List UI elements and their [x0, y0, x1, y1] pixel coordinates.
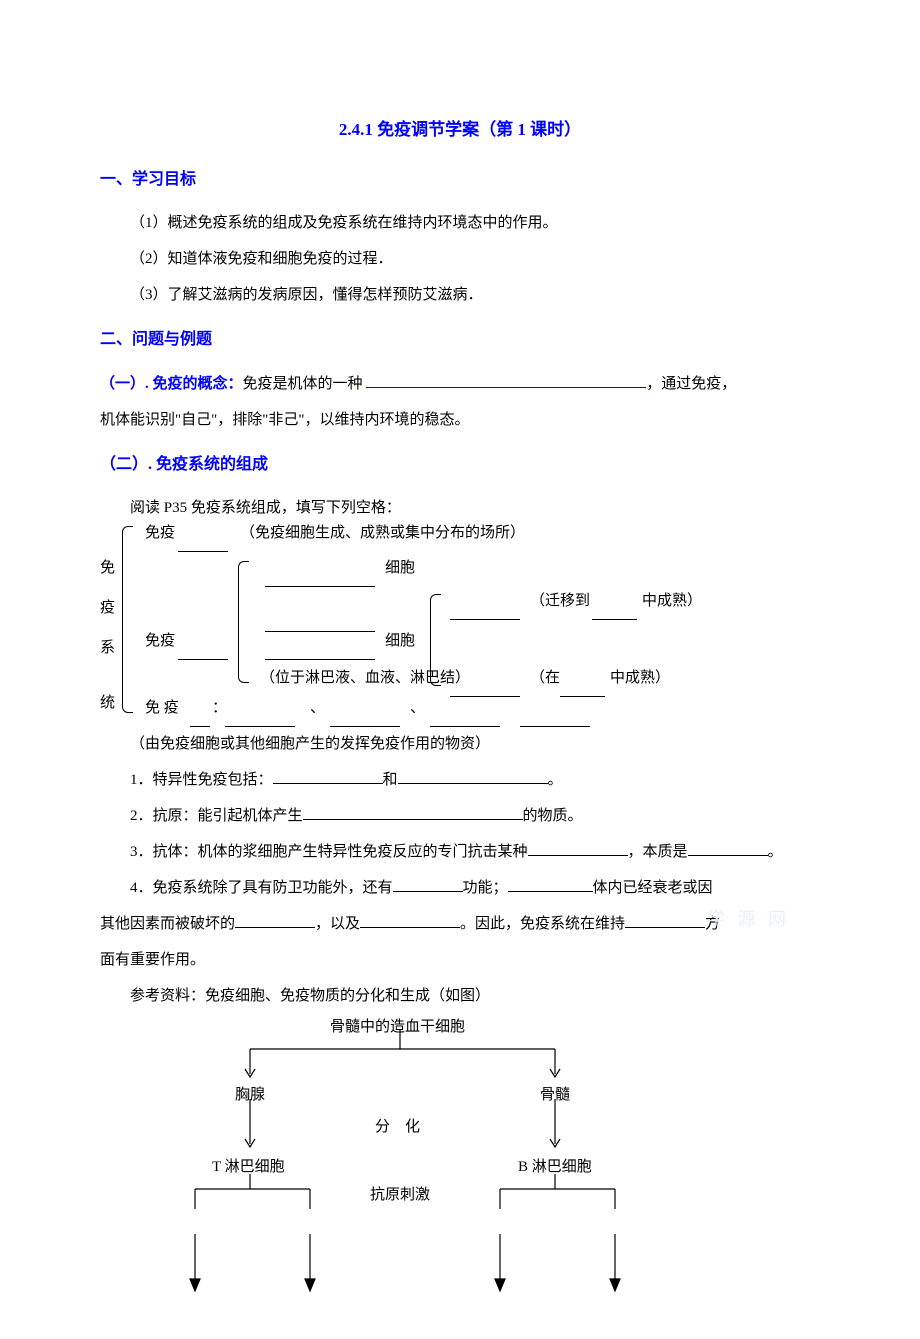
node-t-cell: T 淋巴细胞: [212, 1149, 285, 1185]
cell-kind-2-blank-top[interactable]: [265, 616, 375, 632]
q3-blank-1[interactable]: [528, 840, 628, 856]
row2-blank[interactable]: [178, 644, 228, 660]
lesson-title: 2.4.1 免疫调节学案（第 1 课时）: [100, 110, 820, 151]
q4-f: 。因此，免疫系统在维持: [460, 916, 625, 932]
brace-main: [122, 526, 133, 713]
q4-blank-1[interactable]: [393, 876, 463, 892]
row3-blank-3[interactable]: [430, 711, 500, 727]
row3-blank-4[interactable]: [520, 711, 590, 727]
lymph-blank-2b[interactable]: [560, 681, 605, 697]
label-antigen-stim: 抗原刺激: [370, 1177, 430, 1213]
goal-2: （2）知道体液免疫和细胞免疫的过程．: [100, 241, 820, 277]
q1: 1．特异性免疫包括： 和 。: [100, 762, 820, 798]
sub1-title: （一）. 免疫的概念：: [100, 376, 243, 392]
sub1-text-a: 免疫是机体的一种: [243, 376, 367, 392]
watermark: 学 源 网: [707, 898, 790, 941]
composition-tree: 免 疫 系 统 免疫 （免疫细胞生成、成熟或集中分布的场所） 免疫 细胞 细胞 …: [100, 526, 820, 726]
row3-blank-1[interactable]: [225, 711, 295, 727]
goal-1: （1）概述免疫系统的组成及免疫系统在维持内环境态中的作用。: [100, 205, 820, 241]
blank-1[interactable]: [366, 372, 646, 388]
node-stem-cell: 骨髓中的造血干细胞: [330, 1009, 465, 1045]
brace-lymph: [430, 594, 441, 686]
cell-kind-2-blank[interactable]: [265, 644, 375, 660]
root-char-3: 系: [100, 641, 115, 656]
lymph-note-2b: 中成熟）: [610, 671, 670, 686]
q4-c: 体内已经衰老或因: [593, 880, 713, 896]
node-b-cell: B 淋巴细胞: [518, 1149, 592, 1185]
diagram-svg: [100, 1019, 820, 1339]
goal-3: （3）了解艾滋病的发病原因，懂得怎样预防艾滋病．: [100, 277, 820, 313]
q3-c: 。: [768, 844, 783, 860]
lymph-blank-2[interactable]: [450, 681, 520, 697]
cell-label-2: 细胞: [385, 634, 415, 649]
q2: 2．抗原：能引起机体产生 的物质。: [100, 798, 820, 834]
brace-cells: [238, 561, 249, 683]
q4-a: 4．免疫系统除了具有防卫功能外，还有: [130, 880, 393, 896]
q2-a: 2．抗原：能引起机体产生: [130, 808, 303, 824]
lymph-note-2a: （在: [530, 671, 560, 686]
q3-a: 3．抗体：机体的浆细胞产生特异性免疫反应的专门抗击某种: [130, 844, 528, 860]
q2-b: 的物质。: [523, 808, 583, 824]
row1-label: 免疫: [145, 526, 175, 541]
row3-sep-2: 、: [410, 701, 425, 716]
row3-note: （由免疫细胞或其他细胞产生的发挥免疫作用的物资）: [100, 726, 820, 762]
row1-blank[interactable]: [178, 536, 228, 552]
row1-note: （免疫细胞生成、成熟或集中分布的场所）: [240, 526, 525, 541]
q2-blank[interactable]: [303, 804, 523, 820]
q4-blank-2[interactable]: [508, 876, 593, 892]
q1-blank-2[interactable]: [398, 768, 548, 784]
root-char-1: 免: [100, 561, 115, 576]
worksheet-page: 2.4.1 免疫调节学案（第 1 课时） 一、学习目标 （1）概述免疫系统的组成…: [0, 0, 920, 1339]
lymph-blank-1b[interactable]: [592, 604, 637, 620]
label-differentiate: 分 化: [375, 1109, 420, 1145]
q4-e: ，以及: [315, 916, 360, 932]
q4-line2: 其他因素而被破坏的，以及。因此，免疫系统在维持方 学 源 网: [100, 906, 820, 942]
sub2-title: （二）. 免疫系统的组成: [100, 446, 820, 484]
q3-blank-2[interactable]: [688, 840, 768, 856]
q1-b: 和: [383, 772, 398, 788]
q4-blank-3[interactable]: [235, 912, 315, 928]
concept-line-2: 机体能识别"自己"，排除"非己"，以维持内环境的稳态。: [100, 402, 820, 438]
node-thymus: 胸腺: [235, 1077, 265, 1113]
sub1-text-b: ，通过免疫，: [646, 376, 736, 392]
lymph-note-1a: （迁移到: [530, 594, 590, 609]
q1-blank-1[interactable]: [273, 768, 383, 784]
q4-b: 功能；: [463, 880, 508, 896]
q4-blank-4[interactable]: [360, 912, 460, 928]
cell-label-1: 细胞: [385, 561, 415, 576]
section-goals-heading: 一、学习目标: [100, 161, 820, 199]
root-char-2: 疫: [100, 601, 115, 616]
cell-kind-1-blank[interactable]: [265, 571, 375, 587]
row3-blank-0[interactable]: [190, 711, 210, 727]
differentiation-diagram: 骨髓中的造血干细胞 胸腺 骨髓 分 化 T 淋巴细胞 B 淋巴细胞 抗原刺激: [100, 1019, 820, 1339]
lymph-note-1b: 中成熟）: [642, 594, 702, 609]
q3: 3．抗体：机体的浆细胞产生特异性免疫反应的专门抗击某种 ，本质是 。: [100, 834, 820, 870]
read-instruction: 阅读 P35 免疫系统组成，填写下列空格：: [100, 490, 820, 526]
row3-label: 免 疫: [145, 701, 179, 716]
root-char-4: 统: [100, 696, 115, 711]
concept-line-1: （一）. 免疫的概念：免疫是机体的一种 ，通过免疫，: [100, 366, 820, 402]
node-marrow: 骨髓: [540, 1077, 570, 1113]
q4-blank-5[interactable]: [625, 912, 705, 928]
row3-sep-1: 、: [310, 701, 325, 716]
section-questions-heading: 二、问题与例题: [100, 321, 820, 359]
row3-blank-2[interactable]: [330, 711, 400, 727]
q1-a: 1．特异性免疫包括：: [130, 772, 273, 788]
q3-b: ，本质是: [628, 844, 688, 860]
lymph-blank-1[interactable]: [450, 604, 520, 620]
q1-c: 。: [548, 772, 563, 788]
q4-d: 其他因素而被破坏的: [100, 916, 235, 932]
row2-label: 免疫: [145, 634, 175, 649]
q4-line3: 面有重要作用。: [100, 942, 820, 978]
